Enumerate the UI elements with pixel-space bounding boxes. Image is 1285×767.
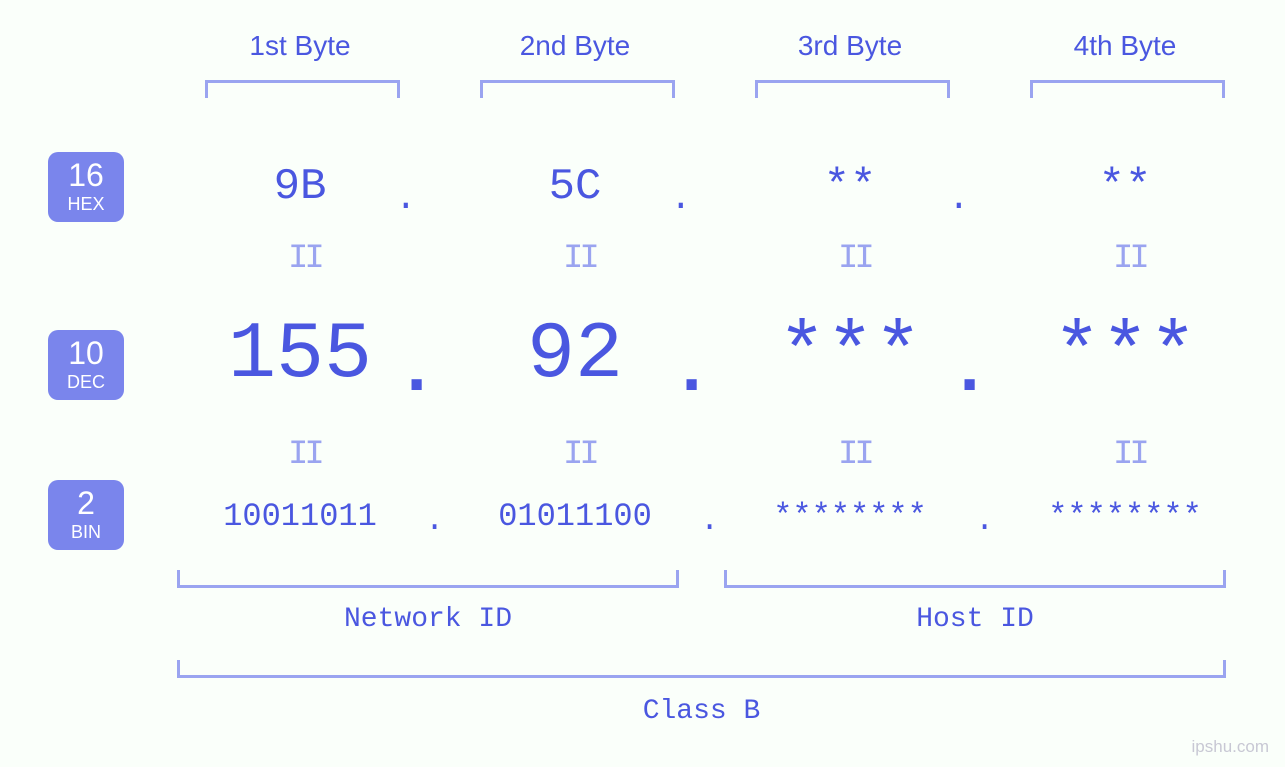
equals-2-2: II	[563, 436, 596, 474]
equals-2-4: II	[1113, 436, 1146, 474]
badge-hex-label: HEX	[48, 194, 124, 214]
bin-byte-2: 01011100	[445, 498, 705, 535]
hex-byte-2: 5C	[455, 162, 695, 212]
dec-dot-2: .	[670, 330, 713, 412]
byte-header-1: 1st Byte	[180, 30, 420, 62]
bin-byte-3: ********	[720, 498, 980, 535]
equals-2-1: II	[288, 436, 321, 474]
bracket-byte-3	[755, 80, 950, 98]
hex-dot-2: .	[670, 178, 692, 219]
hex-dot-1: .	[395, 178, 417, 219]
label-host-id: Host ID	[724, 604, 1226, 635]
bracket-byte-1	[205, 80, 400, 98]
bracket-host-id	[724, 570, 1226, 588]
badge-hex-number: 16	[48, 158, 124, 192]
dec-byte-4: ***	[995, 310, 1255, 401]
byte-header-4: 4th Byte	[1005, 30, 1245, 62]
badge-hex: 16 HEX	[48, 152, 124, 222]
badge-bin-label: BIN	[48, 522, 124, 542]
bin-dot-1: .	[425, 502, 444, 539]
bin-dot-3: .	[975, 502, 994, 539]
hex-dot-3: .	[948, 178, 970, 219]
badge-dec: 10 DEC	[48, 330, 124, 400]
ip-diagram: 1st Byte 2nd Byte 3rd Byte 4th Byte 16 H…	[0, 0, 1285, 767]
equals-1-1: II	[288, 240, 321, 278]
bin-byte-1: 10011011	[170, 498, 430, 535]
bracket-byte-4	[1030, 80, 1225, 98]
dec-dot-3: .	[948, 330, 991, 412]
bracket-byte-2	[480, 80, 675, 98]
equals-1-4: II	[1113, 240, 1146, 278]
badge-bin: 2 BIN	[48, 480, 124, 550]
hex-byte-3: **	[730, 162, 970, 212]
watermark: ipshu.com	[1192, 737, 1269, 757]
bin-dot-2: .	[700, 502, 719, 539]
equals-2-3: II	[838, 436, 871, 474]
badge-dec-number: 10	[48, 336, 124, 370]
equals-1-2: II	[563, 240, 596, 278]
byte-header-2: 2nd Byte	[455, 30, 695, 62]
badge-dec-label: DEC	[48, 372, 124, 392]
byte-header-3: 3rd Byte	[730, 30, 970, 62]
bracket-class	[177, 660, 1226, 678]
dec-byte-2: 92	[445, 310, 705, 401]
hex-byte-1: 9B	[180, 162, 420, 212]
bin-byte-4: ********	[995, 498, 1255, 535]
dec-byte-3: ***	[720, 310, 980, 401]
dec-dot-1: .	[395, 330, 438, 412]
bracket-network-id	[177, 570, 679, 588]
label-network-id: Network ID	[177, 604, 679, 635]
equals-1-3: II	[838, 240, 871, 278]
label-class: Class B	[177, 696, 1226, 727]
dec-byte-1: 155	[170, 310, 430, 401]
badge-bin-number: 2	[48, 486, 124, 520]
hex-byte-4: **	[1005, 162, 1245, 212]
